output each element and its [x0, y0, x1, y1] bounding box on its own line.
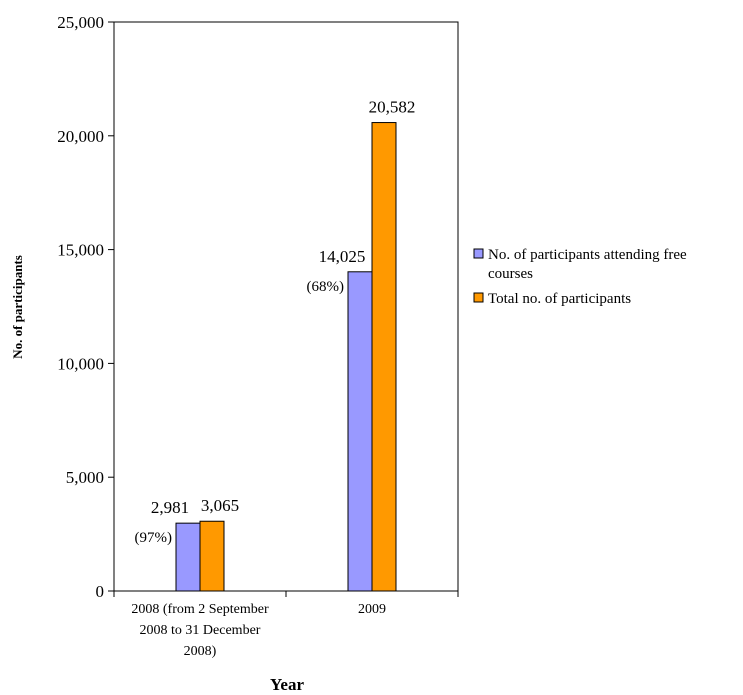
legend-swatch	[473, 292, 484, 303]
y-tick-label: 15,000	[57, 241, 104, 260]
data-label: 14,025	[319, 247, 366, 266]
x-category-label: 2008 to 31 December	[140, 623, 261, 638]
y-tick-label: 0	[96, 582, 105, 601]
legend: No. of participants attending free course…	[473, 247, 687, 307]
data-label: 20,582	[369, 98, 416, 117]
bar	[175, 522, 201, 592]
y-tick-label: 25,000	[57, 13, 104, 32]
bar	[371, 122, 397, 592]
percent-label: (68%)	[307, 279, 345, 295]
x-category-label: 2008)	[184, 644, 217, 659]
data-label: 3,065	[201, 496, 239, 515]
legend-swatch	[473, 248, 484, 259]
legend-label: Total no. of participants	[488, 291, 631, 307]
legend-label: No. of participants attending free	[488, 247, 687, 263]
data-label: 2,981	[151, 498, 189, 517]
y-tick-label: 20,000	[57, 127, 104, 146]
bar	[199, 520, 225, 592]
y-tick-label: 5,000	[66, 468, 104, 487]
percent-label: (97%)	[135, 530, 173, 546]
bar	[347, 271, 373, 592]
x-category-label: 2008 (from 2 September	[131, 602, 269, 617]
legend-label: courses	[488, 266, 533, 282]
y-axis-title: No. of participants	[10, 255, 25, 359]
plot-area: 0 5,000 10,000 15,000 20,000 25,000 2008 (from…	[57, 13, 459, 659]
y-tick-label: 10,000	[57, 354, 104, 373]
x-category-label: 2009	[358, 602, 386, 617]
x-axis-title: Year	[270, 675, 304, 694]
